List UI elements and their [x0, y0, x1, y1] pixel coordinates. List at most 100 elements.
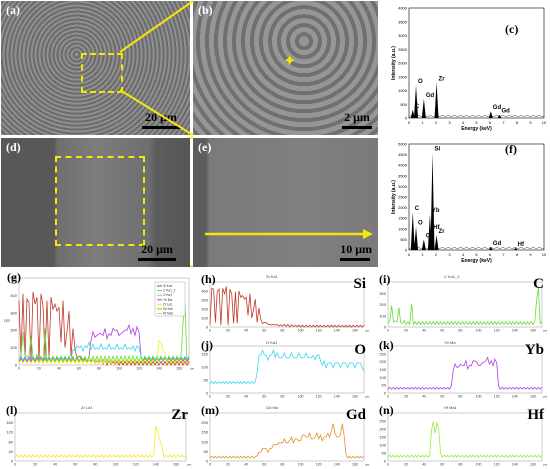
- x-tick-label: 80: [459, 395, 463, 399]
- y-tick-label: 40: [9, 449, 14, 454]
- line-scan-g: 0 100 200 300 400 500 0 20 40 60 80 100 120 140 160 μm c…: [1, 270, 194, 373]
- x-tick-label: 0: [408, 252, 411, 257]
- x-tick-label: 20: [226, 463, 230, 467]
- y-tick-label: 500: [400, 237, 407, 242]
- y-axis-label: cps: [4, 318, 10, 323]
- sem-image-e: (e) 10 μm: [193, 138, 378, 267]
- y-tick-label: 200: [201, 307, 208, 312]
- peak-label: Gd: [501, 109, 510, 115]
- x-tick-label: 140: [512, 463, 518, 467]
- x-tick-label: 60: [262, 395, 266, 399]
- eds-spectrum-c: 0 500 1000 1500 2000 2500 3000 3500 4000 0 1 2 3 4 5 6 7…: [379, 0, 550, 137]
- spectrum-peak: [430, 152, 435, 250]
- x-tick-label: 100: [298, 329, 304, 333]
- series-line: [209, 423, 365, 459]
- spectrum-peak: [429, 230, 434, 250]
- plot-frame: [209, 281, 365, 328]
- spectrum-peak: [414, 226, 419, 250]
- plot-frame: [387, 412, 543, 462]
- y-tick-label: 400: [10, 293, 17, 298]
- y-tick-label: 2000: [398, 61, 408, 66]
- x-axis-unit: μm: [543, 395, 548, 399]
- legend-label: O Ka1: [163, 293, 172, 297]
- y-tick-label: 4000: [398, 163, 408, 168]
- spectrum-peak: [410, 109, 415, 118]
- x-tick-label: 60: [73, 463, 77, 467]
- series-line: [387, 356, 543, 390]
- x-axis-unit: μm: [365, 395, 370, 399]
- y-tick-label: 200: [379, 359, 386, 364]
- peak-label: Gd: [493, 105, 502, 111]
- panel-label: (m): [201, 403, 219, 417]
- x-tick-label: 40: [422, 463, 426, 467]
- x-tick-label: 40: [244, 329, 248, 333]
- y-tick-label: 100: [379, 443, 386, 448]
- x-tick-label: 0: [14, 463, 16, 467]
- x-tick-label: 140: [153, 463, 159, 467]
- chart-title: Si Ka1: [266, 274, 278, 279]
- panel-label: (i): [379, 272, 391, 286]
- y-tick-label: 1000: [398, 88, 408, 93]
- x-tick-label: 0: [387, 329, 389, 333]
- x-tick-label: 20: [226, 329, 230, 333]
- series-line: [18, 304, 190, 363]
- panel-label: (h): [201, 272, 216, 286]
- x-tick-label: 0: [18, 367, 20, 371]
- x-axis-unit: μm: [190, 367, 194, 371]
- x-axis-unit: μm: [543, 463, 548, 467]
- x-tick-label: 4: [462, 120, 465, 125]
- sem-image-a: (a) 20 μm: [1, 1, 190, 135]
- y-tick-label: 150: [379, 367, 386, 372]
- x-tick-label: 20: [37, 367, 41, 371]
- peak-label: Hf: [518, 242, 525, 248]
- y-tick-label: 250: [379, 419, 386, 424]
- plot-frame: [408, 7, 545, 119]
- x-tick-label: 60: [262, 329, 266, 333]
- x-tick-label: 20: [404, 329, 408, 333]
- y-tick-label: 120: [6, 430, 13, 435]
- series-line: [209, 286, 365, 328]
- y-tick-label: 300: [201, 298, 208, 303]
- element-label: C: [533, 276, 544, 292]
- chart-title: O Ka1: [266, 340, 278, 345]
- plot-frame: [14, 412, 187, 462]
- panel-label: (b): [198, 3, 213, 17]
- x-tick-label: 7: [502, 120, 505, 125]
- x-tick-label: 80: [281, 329, 285, 333]
- peak-label: Zr: [439, 76, 446, 82]
- x-tick-label: 120: [136, 367, 142, 371]
- plot-frame: [18, 277, 190, 366]
- scale-bar: 20 μm: [138, 242, 176, 261]
- plot-frame: [209, 412, 365, 462]
- x-tick-label: 120: [316, 395, 322, 399]
- legend-label: Gd Ma: [163, 307, 173, 311]
- x-tick-label: 60: [440, 329, 444, 333]
- spectrum-peak: [488, 111, 493, 118]
- spectrum-peak: [410, 211, 415, 250]
- series-line: [387, 421, 543, 458]
- scale-bar: 10 μm: [340, 242, 372, 261]
- y-tick-label: 5000: [398, 142, 408, 147]
- y-tick-label: 0: [384, 459, 387, 464]
- spectrum-peak: [421, 98, 426, 118]
- legend-label: Hf Ma1: [163, 312, 174, 316]
- y-tick-label: 100: [201, 364, 208, 369]
- peak-label: C: [415, 206, 420, 212]
- element-label: Zr: [171, 407, 188, 423]
- x-tick-label: 20: [404, 395, 408, 399]
- chart-title: Gd Ma: [266, 405, 279, 410]
- x-tick-label: 120: [133, 463, 139, 467]
- x-tick-label: 140: [334, 395, 340, 399]
- x-tick-label: 40: [422, 395, 426, 399]
- x-tick-label: 120: [494, 395, 500, 399]
- x-tick-label: 60: [440, 463, 444, 467]
- x-tick-label: 20: [33, 463, 37, 467]
- x-tick-label: 140: [156, 367, 162, 371]
- y-tick-label: 250: [379, 351, 386, 356]
- x-tick-label: 40: [422, 329, 426, 333]
